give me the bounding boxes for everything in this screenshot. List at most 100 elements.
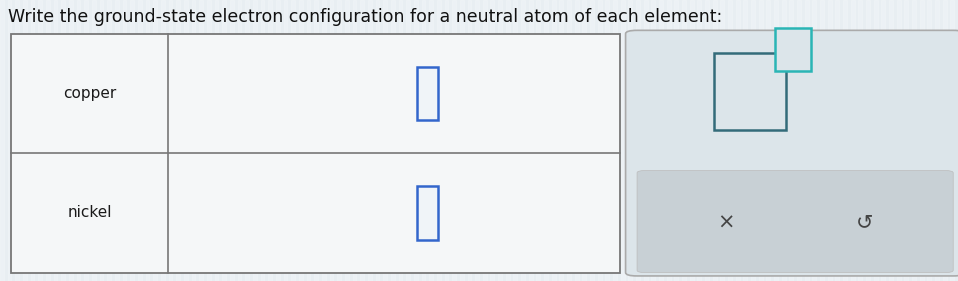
Bar (690, 0, 694, 281)
Bar (835, 0, 839, 281)
Bar (445, 0, 448, 281)
Bar (222, 0, 226, 281)
Text: copper: copper (63, 86, 116, 101)
Bar (858, 0, 862, 281)
Bar (498, 0, 502, 281)
Bar (705, 0, 709, 281)
Bar (192, 0, 195, 281)
Bar (644, 0, 648, 281)
Bar (0, 0, 4, 281)
Bar (330, 0, 333, 281)
Bar (452, 0, 456, 281)
Bar (552, 0, 556, 281)
Bar (92, 0, 96, 281)
Bar (659, 0, 663, 281)
Bar (789, 0, 793, 281)
Bar (843, 0, 847, 281)
Bar (46, 0, 50, 281)
Bar (383, 0, 387, 281)
Bar (345, 0, 349, 281)
Bar (31, 0, 34, 281)
Bar (353, 0, 356, 281)
Bar (245, 0, 249, 281)
Bar (667, 0, 671, 281)
Bar (812, 0, 816, 281)
Bar (261, 0, 264, 281)
Bar (107, 0, 111, 281)
Bar (284, 0, 287, 281)
Bar (720, 0, 724, 281)
Bar (820, 0, 824, 281)
Bar (376, 0, 379, 281)
Bar (322, 0, 326, 281)
Bar (146, 0, 149, 281)
Bar (417, 186, 438, 240)
FancyBboxPatch shape (626, 30, 958, 276)
Bar (61, 0, 65, 281)
Bar (927, 0, 931, 281)
Bar (115, 0, 119, 281)
Bar (422, 0, 425, 281)
Bar (874, 0, 878, 281)
Bar (782, 0, 786, 281)
Bar (215, 0, 218, 281)
Bar (184, 0, 188, 281)
Bar (628, 0, 632, 281)
Bar (337, 0, 341, 281)
Bar (714, 53, 786, 130)
Bar (805, 0, 809, 281)
Bar (291, 0, 295, 281)
Text: nickel: nickel (67, 205, 112, 220)
Bar (38, 0, 42, 281)
Bar (399, 0, 402, 281)
Bar (406, 0, 410, 281)
Bar (590, 0, 594, 281)
Bar (54, 0, 57, 281)
Bar (360, 0, 364, 281)
Bar (621, 0, 625, 281)
Bar (414, 0, 418, 281)
Bar (682, 0, 686, 281)
Bar (153, 0, 157, 281)
Bar (513, 0, 517, 281)
Bar (391, 0, 395, 281)
Bar (460, 0, 464, 281)
Bar (605, 0, 609, 281)
Text: ×: × (717, 212, 735, 232)
Bar (674, 0, 678, 281)
Bar (797, 0, 801, 281)
Bar (483, 0, 487, 281)
Bar (207, 0, 211, 281)
Bar (8, 0, 11, 281)
Bar (759, 0, 763, 281)
Bar (766, 0, 770, 281)
Bar (230, 0, 234, 281)
Bar (544, 0, 548, 281)
Bar (490, 0, 494, 281)
Bar (728, 0, 732, 281)
Bar (636, 0, 640, 281)
Bar (529, 0, 533, 281)
Bar (238, 0, 241, 281)
Bar (299, 0, 303, 281)
Bar (920, 0, 924, 281)
Bar (169, 0, 172, 281)
Bar (475, 0, 479, 281)
Bar (307, 0, 310, 281)
Bar (598, 0, 602, 281)
Bar (368, 0, 372, 281)
Bar (521, 0, 525, 281)
Bar (417, 67, 438, 120)
Bar (751, 0, 755, 281)
Bar (161, 0, 165, 281)
Bar (935, 0, 939, 281)
Bar (736, 0, 740, 281)
Bar (559, 0, 563, 281)
Text: ↺: ↺ (855, 212, 874, 232)
Bar (575, 0, 579, 281)
Bar (69, 0, 73, 281)
Bar (567, 0, 571, 281)
Bar (651, 0, 655, 281)
Bar (774, 0, 778, 281)
Bar (697, 0, 701, 281)
